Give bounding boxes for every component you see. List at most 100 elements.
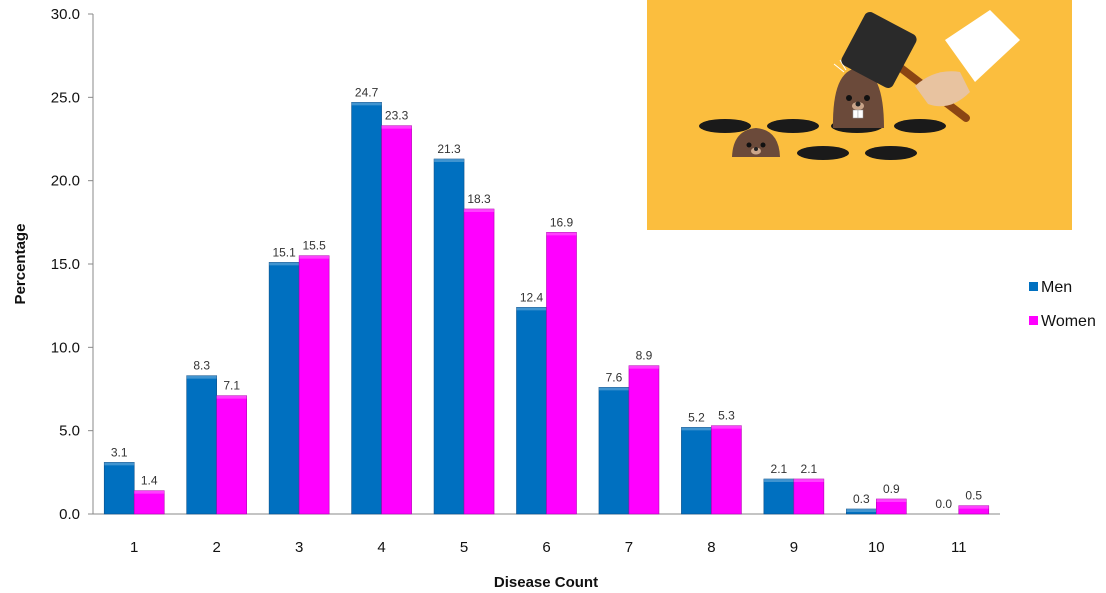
- bar-women-6: [546, 232, 577, 515]
- data-label-women-8: 5.3: [718, 409, 735, 423]
- mole-icon: [832, 59, 884, 128]
- mole-hole: [699, 119, 751, 133]
- data-label-men-10: 0.3: [853, 492, 870, 506]
- legend-swatch-women: [1029, 316, 1038, 325]
- x-tick-label: 9: [790, 539, 798, 556]
- x-tick-label: 2: [213, 539, 221, 556]
- y-axis-title: Percentage: [12, 224, 29, 305]
- data-label-men-8: 5.2: [688, 410, 705, 424]
- data-label-women-6: 16.9: [550, 215, 574, 229]
- bar-men-7: [598, 387, 630, 515]
- bar-women-5: [463, 208, 495, 515]
- bar-men-5: [433, 158, 465, 515]
- hand-icon: [915, 10, 1020, 107]
- bar-women-2: [216, 395, 247, 515]
- bar-highlight: [186, 375, 217, 379]
- y-tick-labels: 0.0 5.0 10.0 15.0 20.0 25.0 30.0: [51, 6, 93, 523]
- y-tick-label: 0.0: [59, 506, 80, 523]
- y-tick-label: 20.0: [51, 173, 80, 190]
- mole-icon: [732, 128, 780, 157]
- data-label-women-1: 1.4: [141, 474, 158, 488]
- bar-men-1: [103, 462, 135, 515]
- bar-highlight: [876, 499, 907, 502]
- bar-highlight: [434, 159, 465, 162]
- data-label-men-2: 8.3: [193, 359, 210, 373]
- bar-highlight: [516, 307, 547, 311]
- bar-highlight: [351, 102, 382, 106]
- y-tick-label: 10.0: [51, 339, 80, 356]
- data-label-women-10: 0.9: [883, 482, 900, 496]
- x-tick-label: 4: [377, 539, 385, 556]
- bar-highlight: [681, 427, 712, 431]
- bar-women-3: [298, 255, 330, 515]
- bar-highlight: [546, 232, 577, 236]
- bar-highlight: [793, 479, 824, 482]
- legend-swatch-men: [1029, 282, 1038, 291]
- data-label-men-5: 21.3: [437, 142, 461, 156]
- bar-men-3: [268, 262, 300, 515]
- data-label-women-11: 0.5: [965, 489, 982, 503]
- data-label-women-4: 23.3: [385, 109, 409, 123]
- y-tick-label: 15.0: [51, 256, 80, 273]
- x-tick-label: 6: [542, 539, 550, 556]
- bar-highlight: [299, 255, 330, 259]
- mole-hole: [894, 119, 946, 133]
- data-label-men-1: 3.1: [111, 445, 128, 459]
- bar-men-4: [351, 102, 382, 515]
- x-tick-label: 8: [707, 539, 715, 556]
- bar-women-4: [381, 125, 412, 515]
- data-label-women-9: 2.1: [801, 462, 818, 476]
- data-labels: 3.1 1.4 8.3 7.1 15.1 15.5 24.7 23.3 21.3 18.3 12.4…: [111, 85, 983, 511]
- x-tick-label: 3: [295, 539, 303, 556]
- bar-highlight: [598, 387, 629, 391]
- x-tick-label: 7: [625, 539, 633, 556]
- data-label-men-9: 2.1: [771, 462, 788, 476]
- bar-highlight: [269, 262, 300, 266]
- bar-men-8: [681, 427, 712, 515]
- data-label-men-11: 0.0: [935, 497, 952, 511]
- mole-hole: [797, 146, 849, 160]
- x-tick-label: 11: [951, 539, 967, 556]
- x-tick-label: 5: [460, 539, 468, 556]
- bar-highlight: [104, 462, 135, 466]
- y-tick-label: 30.0: [51, 6, 80, 23]
- data-label-men-4: 24.7: [355, 85, 379, 99]
- bar-highlight: [958, 505, 989, 509]
- y-tick-label: 25.0: [51, 89, 80, 106]
- bar-women-1: [133, 490, 165, 515]
- bar-women-9: [793, 478, 825, 515]
- bar-men-2: [186, 375, 217, 515]
- mole-hole: [865, 146, 917, 160]
- bar-highlight: [381, 125, 412, 129]
- bar-highlight: [711, 425, 742, 429]
- mole-hole: [767, 119, 819, 133]
- bar-highlight: [134, 490, 165, 494]
- data-label-men-6: 12.4: [520, 290, 544, 304]
- whack-a-mole-illustration: [647, 0, 1072, 230]
- legend-label-women: Women: [1041, 313, 1096, 330]
- bar-series: [103, 102, 990, 515]
- bar-highlight: [628, 365, 659, 369]
- bar-highlight: [216, 395, 247, 399]
- data-label-women-5: 18.3: [467, 192, 491, 206]
- bar-highlight: [846, 509, 877, 512]
- bar-women-10: [876, 498, 907, 515]
- data-label-women-7: 8.9: [636, 349, 653, 363]
- bar-men-9: [763, 478, 795, 515]
- bar-women-11: [958, 505, 990, 515]
- x-axis-title: Disease Count: [494, 574, 598, 591]
- bar-highlight: [763, 479, 794, 482]
- x-tick-label: 1: [130, 539, 138, 556]
- legend-label-men: Men: [1041, 279, 1072, 296]
- y-tick-label: 5.0: [59, 423, 80, 440]
- x-tick-labels: 1 2 3 4 5 6 7 8 9 10 11: [130, 539, 967, 556]
- data-label-women-2: 7.1: [223, 379, 240, 393]
- data-label-women-3: 15.5: [302, 239, 326, 253]
- data-label-men-7: 7.6: [606, 370, 623, 384]
- bar-women-7: [628, 365, 660, 515]
- x-tick-label: 10: [868, 539, 885, 556]
- data-label-men-3: 15.1: [272, 245, 296, 259]
- bar-highlight: [464, 209, 495, 212]
- chart-legend: Men Women: [1029, 279, 1096, 330]
